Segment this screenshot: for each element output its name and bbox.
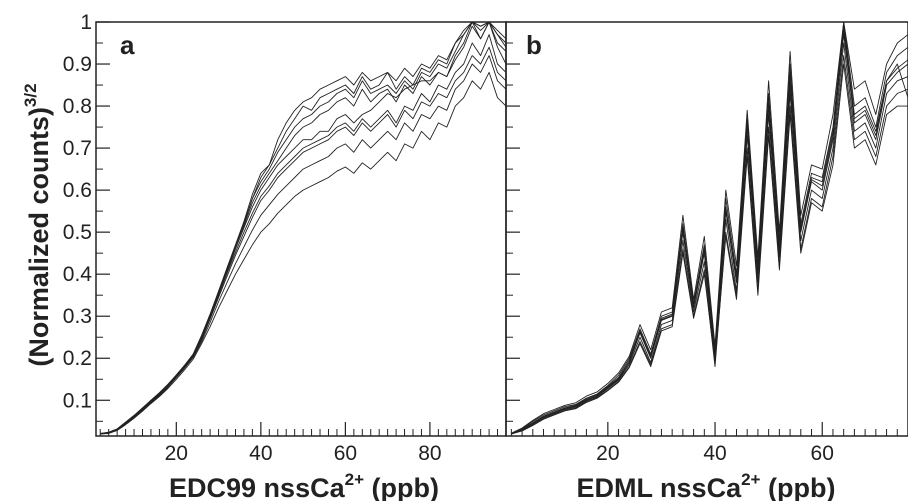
y-tick-label-0.2: 0.2 — [63, 347, 92, 370]
panel-a: 20 40 60 80 0.1 0.2 0.3 0.4 0.5 0.6 0.7 0.8 0.9 1 a E… — [63, 11, 507, 501]
y-tick-label-0.6: 0.6 — [63, 179, 92, 202]
series-line-a-9 — [100, 46, 507, 435]
x-tick-label-b-20: 20 — [596, 442, 619, 465]
x-tick-label-b-40: 40 — [703, 442, 726, 465]
series-line-a-7 — [100, 71, 507, 435]
y-axis-title-superscript: 3/2 — [21, 83, 40, 107]
y-tick-label-0.3: 0.3 — [63, 305, 92, 328]
y-tick-label-0.4: 0.4 — [63, 263, 93, 286]
series-line-a-6 — [100, 55, 507, 435]
panel-b-frame — [505, 21, 908, 437]
panel-a-frame — [95, 21, 507, 437]
y-tick-label-0.8: 0.8 — [63, 95, 92, 118]
x-tick-label-a-40: 40 — [249, 442, 272, 465]
x-axis-title-b: EDML nssCa2+ (ppb) — [577, 470, 836, 501]
y-tick-label-0.1: 0.1 — [63, 389, 92, 412]
panel-b: 20 40 60 b EDML nssCa2+ (ppb) — [505, 21, 908, 501]
series-line-a-5 — [100, 34, 507, 435]
y-tick-label-0.7: 0.7 — [63, 137, 92, 160]
x-tick-label-a-80: 80 — [418, 442, 441, 465]
panel-b-label: b — [526, 30, 542, 60]
y-tick-label-0.9: 0.9 — [63, 53, 92, 76]
x-axis-title-b-main: EDML nssCa — [577, 473, 743, 501]
series-line-b-5 — [511, 55, 908, 435]
x-axis-title-a-main: EDC99 nssCa — [169, 473, 346, 501]
x-tick-label-a-60: 60 — [334, 442, 357, 465]
series-line-a-4 — [100, 21, 507, 435]
svg-text:(Normalized counts)3/2: (Normalized counts)3/2 — [21, 83, 54, 366]
series-line-b-7 — [511, 34, 908, 435]
series-line-a-2 — [100, 21, 507, 435]
y-tick-label-0.5: 0.5 — [63, 221, 92, 244]
x-axis-title-a-unit: (ppb) — [364, 473, 439, 501]
y-axis-title-main: (Normalized counts) — [24, 107, 54, 367]
series-line-b-4 — [511, 21, 908, 434]
series-line-a-8 — [100, 21, 507, 434]
x-tick-label-a-20: 20 — [165, 442, 188, 465]
x-axis-title-b-unit: (ppb) — [760, 473, 835, 501]
x-axis-title-a-superscript: 2+ — [345, 470, 364, 489]
y-axis-title: (Normalized counts)3/2 — [21, 83, 54, 366]
series-line-b-6 — [511, 25, 908, 434]
y-tick-label-1: 1 — [80, 11, 92, 34]
panel-a-label: a — [120, 30, 135, 60]
series-line-b-3 — [511, 42, 908, 435]
series-line-a-3 — [100, 21, 507, 434]
x-axis-title-a: EDC99 nssCa2+ (ppb) — [169, 470, 439, 501]
x-tick-label-b-60: 60 — [811, 442, 834, 465]
series-line-b-8 — [511, 63, 908, 435]
x-axis-title-b-superscript: 2+ — [741, 470, 760, 489]
series-line-a-1 — [100, 21, 507, 435]
